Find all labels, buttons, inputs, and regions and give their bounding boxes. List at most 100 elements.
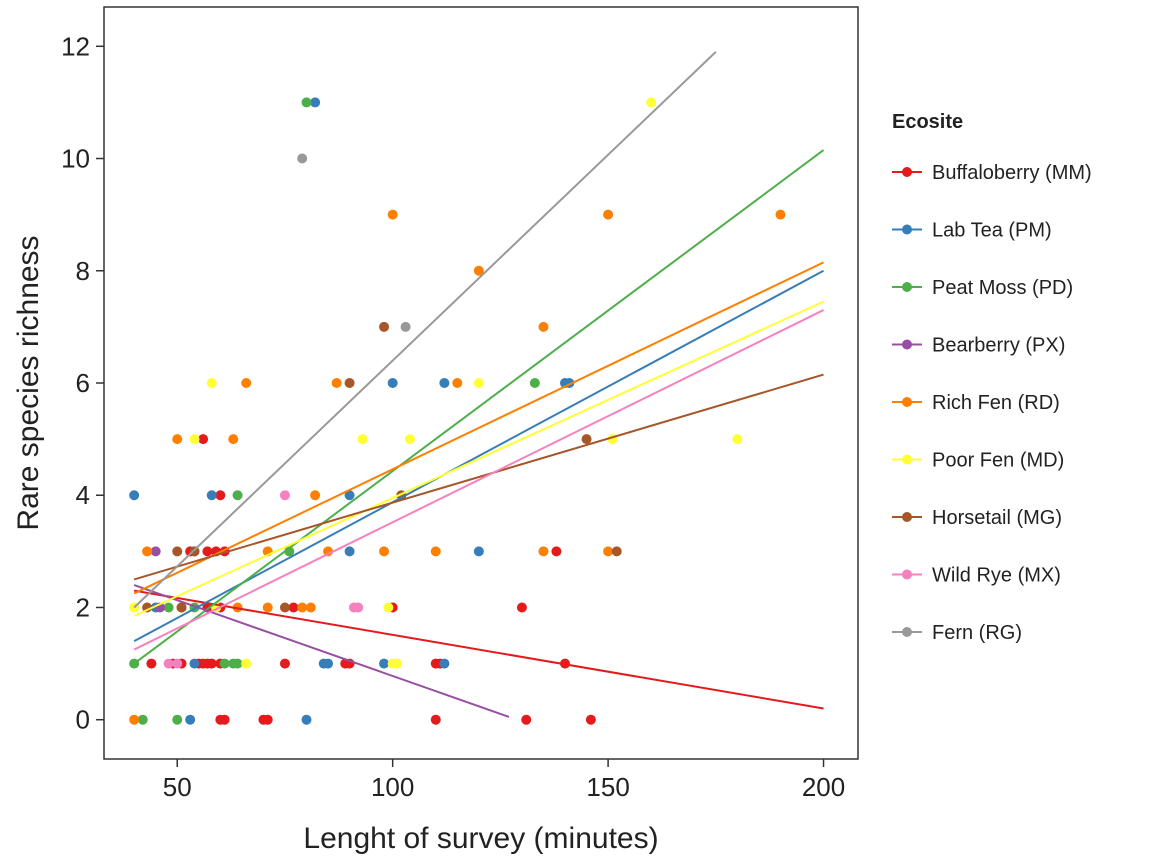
legend-item: Poor Fen (MD) [892, 450, 1064, 472]
legend-swatch-point [902, 627, 912, 637]
x-tick-label: 200 [802, 772, 845, 802]
data-point [344, 378, 355, 388]
y-tick-label: 4 [76, 480, 90, 510]
legend-item: Buffaloberry (MM) [892, 162, 1092, 184]
data-point [357, 434, 368, 445]
data-point [430, 546, 441, 557]
data-point [163, 602, 174, 613]
data-point [611, 546, 622, 557]
data-point [129, 714, 140, 725]
legend-label: Peat Moss (PD) [932, 277, 1073, 299]
legend-item: Bearberry (PX) [892, 335, 1065, 357]
data-point [538, 321, 549, 332]
legend-item: Rich Fen (RD) [892, 392, 1060, 414]
x-axis-label: Lenght of survey (minutes) [303, 822, 658, 855]
data-point [150, 546, 161, 557]
data-point [344, 546, 355, 557]
data-point [387, 209, 398, 220]
legend-label: Horsetail (MG) [932, 507, 1062, 529]
data-point [775, 209, 786, 220]
legend-swatch-point [902, 569, 912, 580]
x-axis: 50 100 150 200 [163, 759, 845, 802]
trend-line [133, 149, 825, 665]
data-point [301, 97, 312, 108]
trend-line [133, 373, 824, 581]
legend: Ecosite Buffaloberry (MM) Lab Tea (PM) Pea… [892, 111, 1092, 644]
data-point [202, 546, 213, 557]
legend-swatch-point [902, 512, 912, 522]
legend-swatch-point [902, 282, 912, 292]
legend-label: Buffaloberry (MM) [932, 162, 1092, 184]
legend-item: Horsetail (MG) [892, 507, 1062, 529]
data-point [400, 321, 411, 332]
legend-swatch-point [902, 397, 912, 407]
y-tick-label: 0 [76, 705, 90, 735]
y-tick-label: 10 [61, 144, 90, 174]
data-point [301, 714, 312, 725]
data-point [473, 378, 484, 388]
legend-label: Lab Tea (PM) [932, 220, 1052, 242]
trend-line [133, 269, 825, 643]
data-point [585, 714, 596, 725]
data-point [383, 602, 394, 613]
trend-lines [133, 51, 825, 718]
legend-swatch-point [902, 167, 912, 177]
trend-line [133, 584, 510, 718]
data-point [310, 490, 321, 501]
trend-line [133, 51, 717, 609]
data-point [172, 546, 183, 557]
data-point [163, 658, 174, 669]
legend-label: Rich Fen (RD) [932, 392, 1060, 414]
y-tick-label: 2 [76, 592, 90, 622]
data-point [404, 434, 415, 445]
x-tick-label: 100 [371, 772, 414, 802]
data-point [279, 490, 290, 501]
legend-swatch-point [902, 339, 912, 350]
legend-label: Bearberry (PX) [932, 335, 1065, 357]
data-point [241, 378, 252, 388]
data-point [137, 714, 148, 725]
data-point [344, 490, 355, 501]
data-point [353, 602, 364, 613]
data-point [185, 714, 196, 725]
data-point [142, 602, 153, 613]
data-point [391, 658, 402, 669]
data-point [646, 97, 657, 108]
x-tick-label: 150 [586, 772, 629, 802]
data-point [206, 658, 217, 669]
data-point [551, 546, 562, 557]
data-point [206, 490, 217, 501]
data-point [430, 714, 441, 725]
trend-line [133, 589, 824, 710]
data-point [473, 265, 484, 276]
legend-swatch-point [902, 224, 912, 235]
data-point [232, 490, 243, 501]
data-point [215, 490, 226, 501]
data-point [323, 658, 334, 669]
data-point [305, 602, 316, 613]
data-point [379, 658, 390, 669]
legend-title: Ecosite [892, 111, 963, 133]
trend-line [133, 300, 824, 617]
legend-label: Wild Rye (MX) [932, 565, 1061, 587]
data-point [228, 434, 239, 445]
data-point [379, 321, 390, 332]
data-point [172, 434, 183, 445]
data-point [146, 658, 157, 669]
data-point [198, 434, 209, 445]
data-point [279, 658, 290, 669]
y-tick-label: 12 [61, 31, 90, 61]
data-point [516, 602, 527, 613]
y-tick-label: 6 [76, 368, 90, 398]
x-tick-label: 50 [163, 772, 192, 802]
data-point [279, 602, 290, 613]
data-point [603, 209, 614, 220]
legend-item: Wild Rye (MX) [892, 565, 1061, 587]
data-point [473, 546, 484, 557]
legend-item: Peat Moss (PD) [892, 277, 1073, 299]
data-point [387, 378, 398, 388]
data-point [310, 97, 321, 108]
data-point [219, 714, 230, 725]
